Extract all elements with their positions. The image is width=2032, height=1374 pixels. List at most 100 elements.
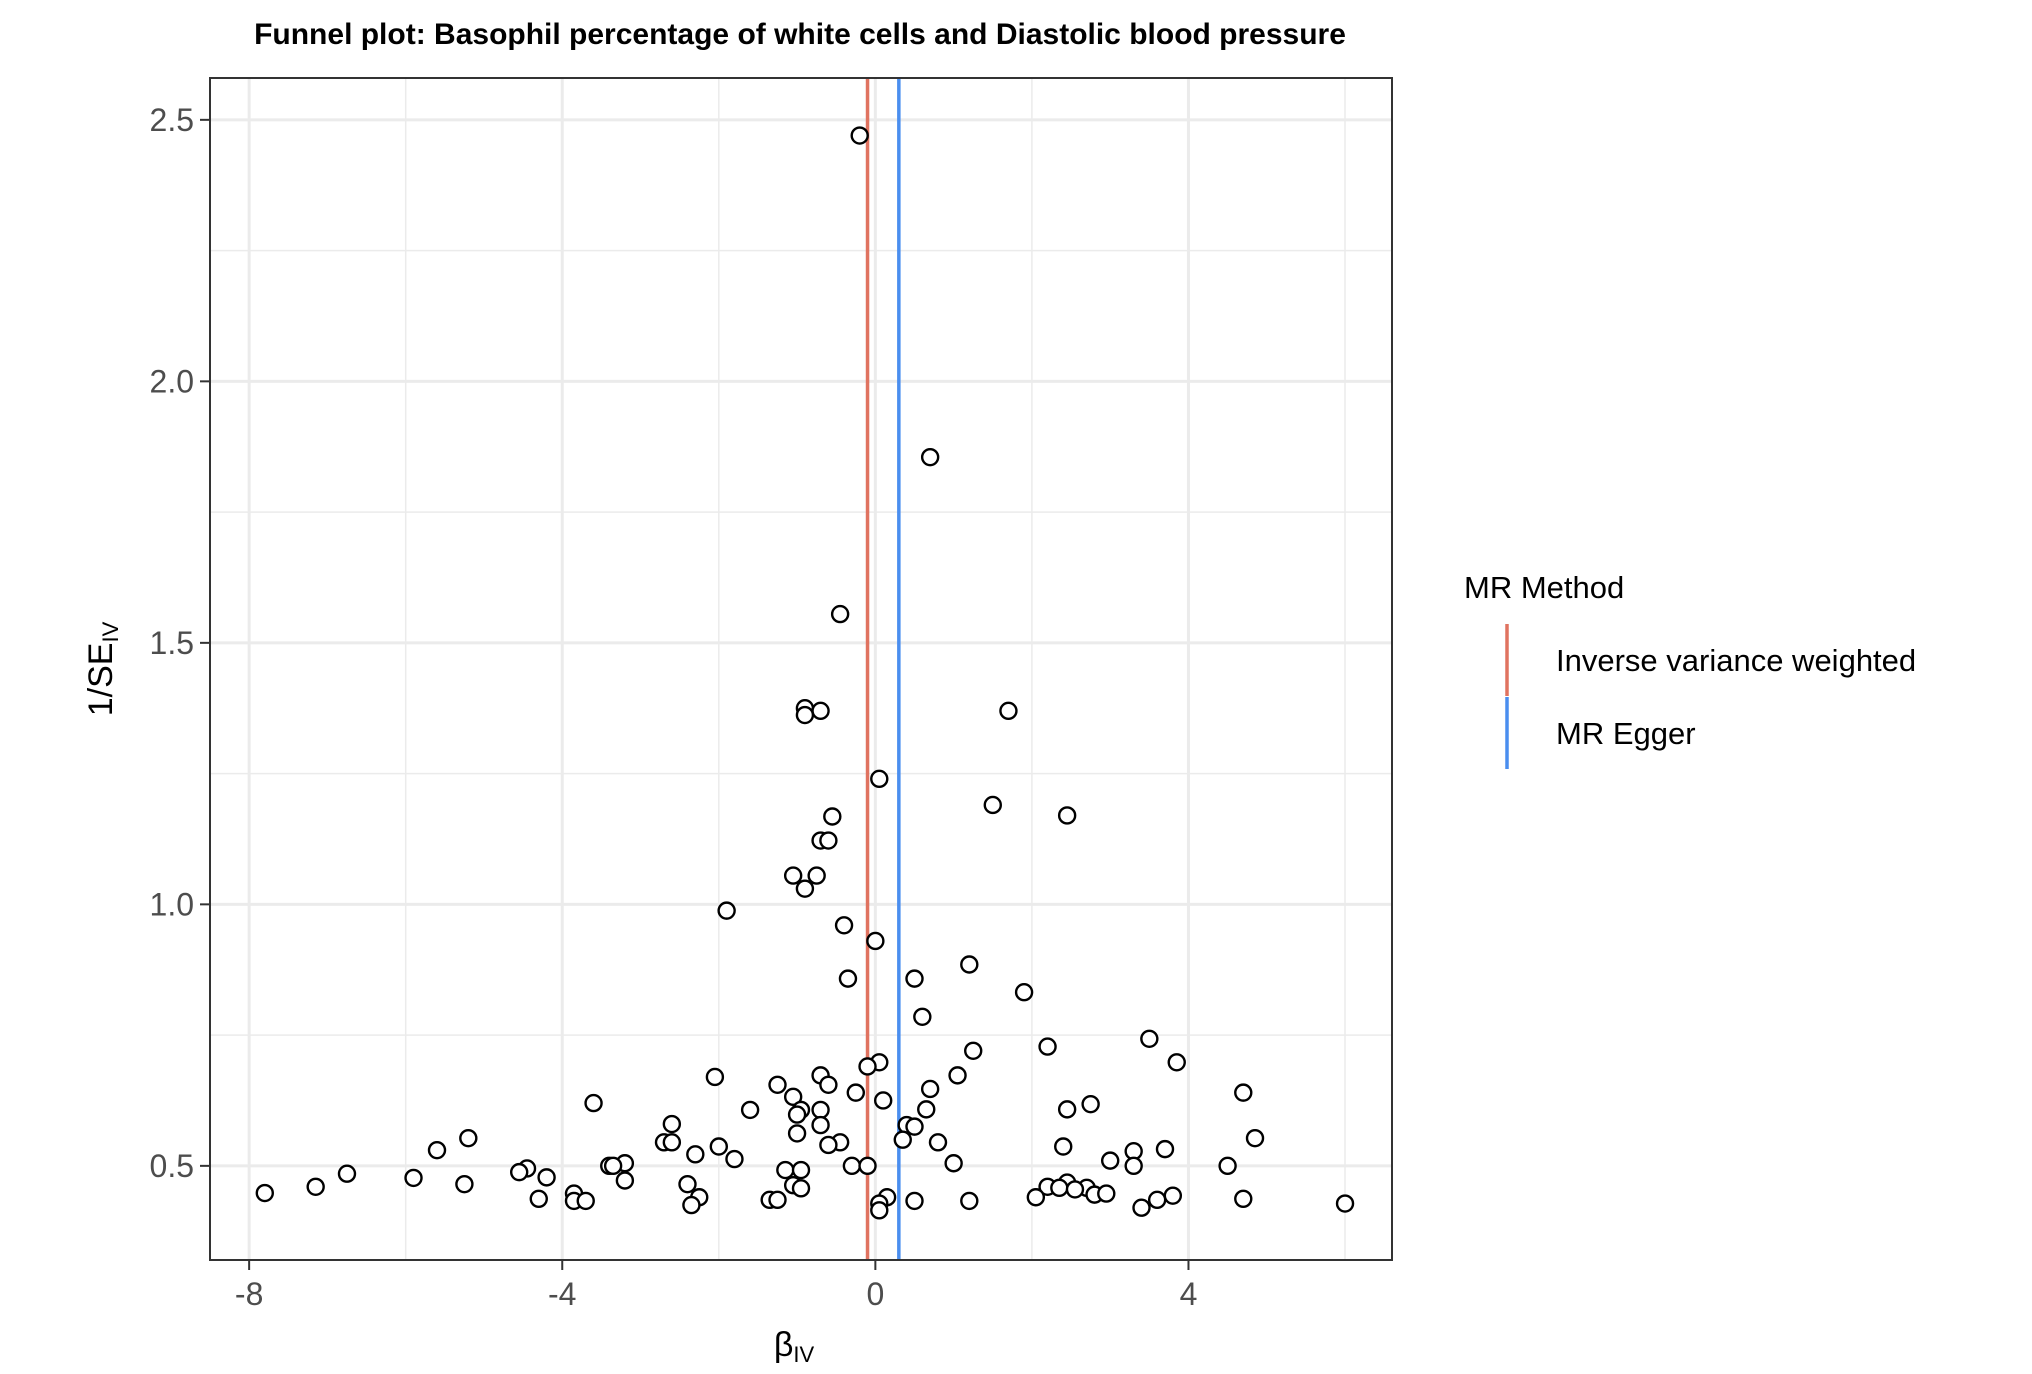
data-point xyxy=(1163,1186,1183,1205)
data-point xyxy=(678,1174,697,1194)
data-point xyxy=(944,1154,963,1173)
data-point xyxy=(1054,1137,1073,1156)
data-point xyxy=(725,1149,744,1169)
data-point xyxy=(1026,1188,1046,1207)
data-point xyxy=(1140,1029,1159,1048)
legend-label: MR Egger xyxy=(1556,716,1696,751)
data-point xyxy=(584,1093,603,1113)
data-point xyxy=(768,1190,787,1210)
data-point xyxy=(787,1105,807,1124)
data-point xyxy=(920,1079,940,1099)
data-point xyxy=(306,1177,325,1196)
data-point xyxy=(1038,1037,1057,1056)
data-point xyxy=(1097,1184,1116,1203)
data-point xyxy=(459,1128,478,1148)
data-point xyxy=(1245,1128,1265,1148)
data-point xyxy=(1057,806,1077,825)
data-point xyxy=(928,1133,948,1152)
plot-border xyxy=(209,77,1393,1261)
legend: MR Method Inverse variance weighted MR Eg… xyxy=(1464,570,1916,769)
x-axis-label-main: β xyxy=(774,1326,794,1364)
y-axis-label-main: 1/SE xyxy=(82,643,120,717)
data-point xyxy=(893,1130,912,1149)
data-point xyxy=(776,1160,795,1180)
y-tick-label: 2.5 xyxy=(150,102,194,138)
data-point xyxy=(819,831,838,850)
data-point xyxy=(576,1191,595,1211)
data-point xyxy=(1100,1151,1120,1170)
data-point xyxy=(682,1195,701,1215)
data-point xyxy=(964,1041,983,1060)
data-point xyxy=(960,955,979,974)
data-point xyxy=(811,701,830,721)
data-point xyxy=(830,604,850,624)
data-point xyxy=(537,1168,556,1187)
data-point xyxy=(1065,1180,1085,1199)
data-point xyxy=(1335,1194,1355,1213)
data-point xyxy=(1147,1190,1167,1210)
y-axis-label: 1/SEIV xyxy=(82,621,123,716)
data-point xyxy=(662,1114,682,1134)
data-point xyxy=(615,1171,635,1190)
data-point xyxy=(1218,1156,1237,1176)
x-tick-label: -4 xyxy=(548,1276,576,1312)
data-point xyxy=(811,1115,830,1135)
data-point xyxy=(1155,1139,1175,1159)
x-axis-label-subscript: IV xyxy=(793,1342,814,1367)
data-point xyxy=(905,1117,924,1136)
data-point xyxy=(983,795,1002,815)
data-point xyxy=(858,1156,877,1176)
data-point xyxy=(823,807,842,826)
data-point xyxy=(717,901,736,920)
data-point xyxy=(819,1135,838,1155)
data-point xyxy=(1124,1156,1143,1176)
data-point xyxy=(337,1164,357,1183)
data-point xyxy=(705,1067,725,1087)
x-tick-label: 4 xyxy=(1180,1276,1198,1312)
y-tick-label: 1.0 xyxy=(150,886,194,922)
data-point xyxy=(686,1145,705,1164)
data-point xyxy=(838,969,858,988)
data-point xyxy=(913,1007,932,1027)
data-point xyxy=(811,1100,830,1120)
y-tick-label: 1.5 xyxy=(150,625,194,661)
data-point xyxy=(662,1133,682,1152)
y-axis-ticks: 0.5 1.0 1.5 2.0 2.5 xyxy=(150,102,210,1184)
data-point xyxy=(1234,1083,1253,1102)
data-point xyxy=(255,1183,274,1203)
plot-panel xyxy=(210,78,1392,1260)
data-point xyxy=(917,1100,936,1119)
data-point xyxy=(948,1066,967,1085)
legend-entries: Inverse variance weighted MR Egger xyxy=(1505,624,1916,769)
data-point xyxy=(791,1160,811,1180)
legend-title: MR Method xyxy=(1464,570,1624,605)
x-tick-label: 0 xyxy=(866,1276,884,1312)
data-point xyxy=(1057,1100,1077,1119)
x-tick-label: -8 xyxy=(235,1276,263,1312)
data-point xyxy=(404,1168,423,1188)
data-point xyxy=(709,1137,729,1156)
data-point xyxy=(960,1191,979,1211)
data-point xyxy=(850,126,869,145)
data-point xyxy=(905,969,924,988)
data-point xyxy=(1050,1178,1069,1198)
data-point xyxy=(783,1087,803,1107)
data-point xyxy=(1132,1198,1151,1217)
data-point xyxy=(905,1191,924,1211)
data-point xyxy=(870,1201,889,1220)
data-point xyxy=(455,1174,474,1194)
data-point xyxy=(787,1124,807,1143)
chart-title: Funnel plot: Basophil percentage of whit… xyxy=(254,18,1346,51)
data-point xyxy=(783,866,803,885)
data-point xyxy=(846,1083,865,1102)
data-point xyxy=(768,1075,787,1094)
data-point xyxy=(819,1075,838,1094)
data-point xyxy=(842,1156,862,1176)
y-tick-label: 2.0 xyxy=(150,363,194,399)
data-point xyxy=(791,1179,811,1198)
data-point xyxy=(873,1091,893,1110)
data-point xyxy=(999,701,1018,721)
data-points xyxy=(255,126,1355,1220)
data-point xyxy=(795,879,815,898)
